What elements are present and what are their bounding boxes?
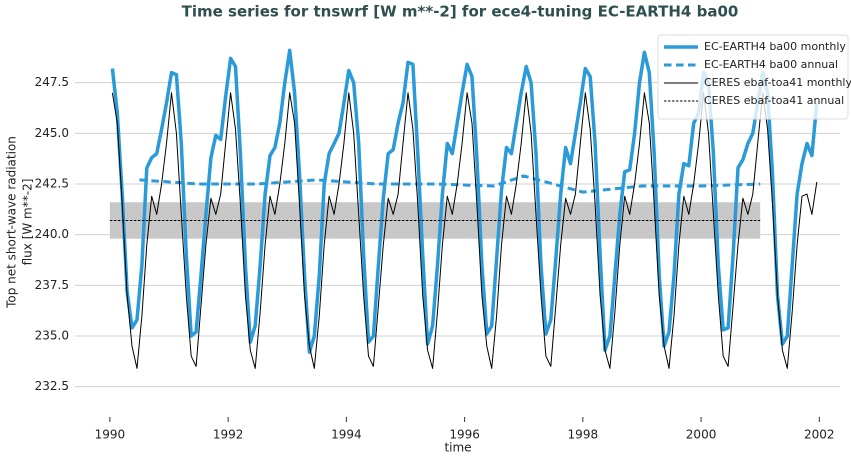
y-tick-label: 235.0 xyxy=(35,328,69,342)
x-tick-label: 1996 xyxy=(449,428,480,442)
legend-box xyxy=(657,34,849,120)
x-axis-label: time xyxy=(444,441,471,455)
legend-label: EC-EARTH4 ba00 annual xyxy=(704,58,838,71)
x-tick-label: 1994 xyxy=(331,428,362,442)
y-tick-label: 240.0 xyxy=(35,227,69,241)
x-tick-label: 1990 xyxy=(95,428,126,442)
legend-label: CERES ebaf-toa41 monthly xyxy=(704,76,851,89)
x-tick-label: 1992 xyxy=(213,428,244,442)
legend-label: CERES ebaf-toa41 annual xyxy=(704,94,844,107)
x-tick-label: 2000 xyxy=(686,428,717,442)
y-tick-label: 237.5 xyxy=(35,278,69,292)
series-line xyxy=(111,92,818,369)
y-tick-label: 232.5 xyxy=(35,379,69,393)
x-tick-label: 1998 xyxy=(568,428,599,442)
series-line xyxy=(139,174,761,194)
y-tick-label: 242.5 xyxy=(35,177,69,191)
y-tick-label: 247.5 xyxy=(35,75,69,89)
y-axis-label: flux [W m**-2] xyxy=(21,179,35,266)
legend: EC-EARTH4 ba00 monthly EC-EARTH4 ba00 ann… xyxy=(657,34,851,120)
chart-title: Time series for tnswrf [W m**-2] for ece… xyxy=(182,3,739,21)
x-tick-label: 2002 xyxy=(804,428,835,442)
y-axis-label: Top net short-wave radiation xyxy=(5,136,19,309)
y-tick-label: 245.0 xyxy=(35,126,69,140)
legend-label: EC-EARTH4 ba00 monthly xyxy=(704,40,846,53)
